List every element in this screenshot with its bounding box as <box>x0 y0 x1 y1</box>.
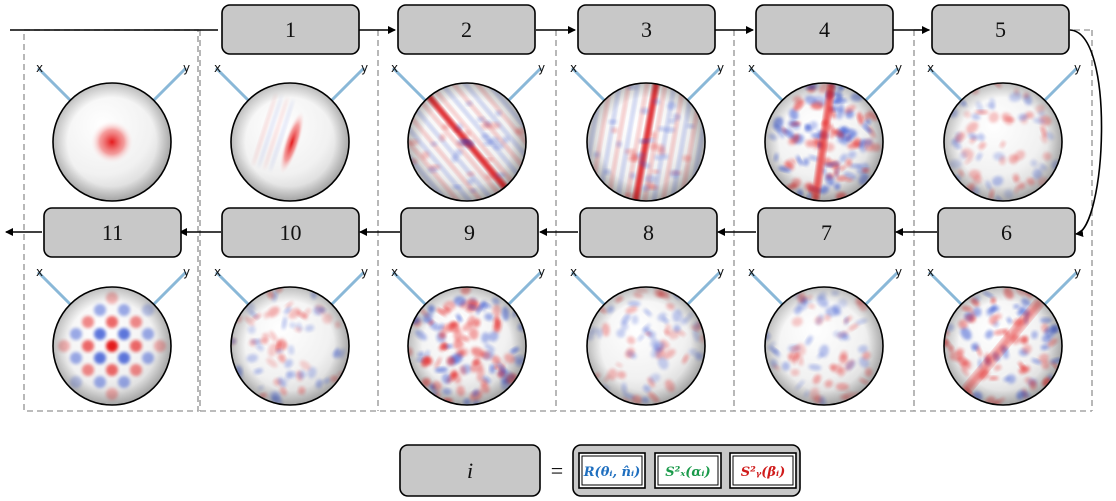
legend-gate-1: R(θᵢ, n̂ᵢ) <box>578 452 646 489</box>
y-axis-label: y <box>1074 265 1081 279</box>
x-axis-label: x <box>214 265 221 279</box>
step-box-5: 5 <box>931 4 1070 55</box>
step-label: 4 <box>819 17 830 42</box>
wigner-spheres: x y x y x y x y x y x yx yx yx yx yx yx y <box>36 61 1081 406</box>
step-label: 2 <box>461 17 472 42</box>
y-axis-label: y <box>538 61 545 75</box>
legend: i = R(θᵢ, n̂ᵢ) S²ₓ(αᵢ) S²ᵧ(βᵢ) <box>399 444 801 497</box>
y-axis-label: y <box>183 265 190 279</box>
y-axis-label: y <box>895 61 902 75</box>
x-axis-label: x <box>391 265 398 279</box>
y-axis-label: y <box>183 61 190 75</box>
step-box-3: 3 <box>577 4 716 55</box>
y-axis-label: y <box>538 265 545 279</box>
legend-gate-2: S²ₓ(αᵢ) <box>654 452 722 489</box>
legend-gate-3: S²ᵧ(βᵢ) <box>729 452 797 489</box>
step-box-7: 7 <box>757 207 896 258</box>
step-label: 7 <box>821 220 832 245</box>
step-label: 1 <box>285 17 296 42</box>
step-box-9: 9 <box>400 207 539 258</box>
x-axis-label: x <box>748 265 755 279</box>
x-axis-label: x <box>214 61 221 75</box>
x-axis-label: x <box>570 61 577 75</box>
step-box-2: 2 <box>397 4 536 55</box>
y-axis-label: y <box>895 265 902 279</box>
step-label: 3 <box>641 17 652 42</box>
step-label: 10 <box>280 220 302 245</box>
step-box-4: 4 <box>755 4 894 55</box>
flow-arrows <box>5 26 1103 237</box>
step-box-11: 11 <box>43 207 182 258</box>
step-label: 8 <box>643 220 654 245</box>
step-label: 11 <box>102 220 123 245</box>
panel-frames <box>23 29 1093 412</box>
y-axis-label: y <box>717 265 724 279</box>
step-box-1: 1 <box>221 4 360 55</box>
step-label: 9 <box>464 220 475 245</box>
gate-formula: R(θᵢ, n̂ᵢ) <box>583 465 641 480</box>
step-box-8: 8 <box>579 207 718 258</box>
gate-formula: S²ᵧ(βᵢ) <box>741 465 786 480</box>
legend-index-label: i <box>467 458 473 483</box>
legend-equals-sign: = <box>551 458 563 483</box>
step-box-10: 10 <box>221 207 360 258</box>
x-axis-label: x <box>36 265 43 279</box>
step-label: 6 <box>1001 220 1012 245</box>
x-axis-label: x <box>391 61 398 75</box>
step-boxes: 1 2 3 4 5 6 7 8 9 10 11 <box>43 4 1076 258</box>
y-axis-label: y <box>361 61 368 75</box>
step-label: 5 <box>995 17 1006 42</box>
y-axis-label: y <box>717 61 724 75</box>
y-axis-label: y <box>361 265 368 279</box>
legend-gates: R(θᵢ, n̂ᵢ) S²ₓ(αᵢ) S²ᵧ(βᵢ) <box>578 452 797 489</box>
legend-step-box <box>399 444 541 497</box>
step-box-6: 6 <box>937 207 1076 258</box>
x-axis-label: x <box>927 265 934 279</box>
x-axis-label: x <box>36 61 43 75</box>
x-axis-label: x <box>570 265 577 279</box>
gate-formula: S²ₓ(αᵢ) <box>665 465 710 480</box>
y-axis-label: y <box>1074 61 1081 75</box>
x-axis-label: x <box>927 61 934 75</box>
x-axis-label: x <box>748 61 755 75</box>
